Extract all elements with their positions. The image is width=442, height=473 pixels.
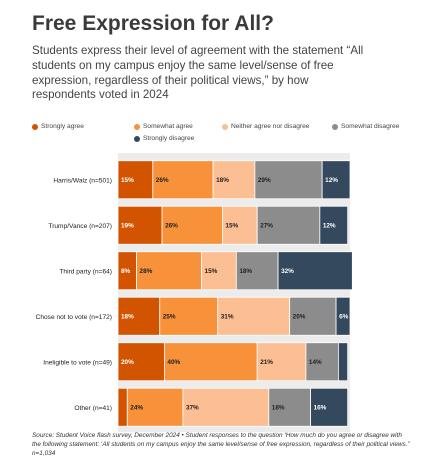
- data-label: 6%: [339, 314, 349, 321]
- data-label: 15%: [121, 177, 134, 184]
- bar-segment: [305, 342, 339, 382]
- bar-segment: [163, 342, 258, 382]
- category-label: Trump/Vance (n=207): [48, 223, 112, 230]
- category-label: Third party (n=64): [59, 268, 112, 275]
- bar-segment: [337, 342, 349, 382]
- legend-label: Strongly disagree: [143, 135, 195, 142]
- legend-item: Strongly agree: [32, 123, 84, 130]
- bar-segment: [136, 251, 202, 291]
- data-label: 26%: [156, 177, 169, 184]
- legend-label: Strongly agree: [41, 123, 84, 130]
- plot-background: [118, 153, 350, 432]
- legend-swatch: [222, 123, 228, 130]
- bar-segment: [117, 342, 165, 382]
- bar-segment: [277, 251, 353, 291]
- bar-segment: [310, 387, 349, 427]
- bar-segment: [335, 296, 351, 336]
- legend-swatch: [32, 123, 38, 130]
- data-label: 26%: [165, 223, 178, 230]
- data-label: 15%: [225, 223, 238, 230]
- bar-segment: [117, 205, 163, 245]
- bar-segment: [152, 160, 214, 200]
- bar-segment: [254, 160, 323, 200]
- data-label: 8%: [121, 268, 131, 275]
- legend-item: Somewhat disagree: [332, 123, 399, 130]
- category-label: Other (n=41): [74, 405, 112, 412]
- data-label: 29%: [258, 177, 271, 184]
- data-label: 18%: [216, 177, 229, 184]
- data-label: 37%: [186, 405, 199, 412]
- bar-segment: [256, 205, 321, 245]
- data-label: 40%: [167, 359, 180, 366]
- legend-item: Strongly disagree: [134, 135, 194, 142]
- data-label: 24%: [130, 405, 143, 412]
- data-label: 15%: [205, 268, 218, 275]
- data-label: 18%: [272, 405, 285, 412]
- data-label: 18%: [239, 268, 252, 275]
- source-note: Source: Student Voice flash survey, Dece…: [32, 432, 410, 457]
- bar-segment: [212, 160, 256, 200]
- bar-segment: [321, 160, 351, 200]
- bar-segment: [117, 387, 128, 427]
- bar-segment: [268, 387, 311, 427]
- legend-item: Neither agree nor disagree: [222, 123, 309, 130]
- bar-segment: [217, 296, 291, 336]
- data-label: 21%: [260, 359, 273, 366]
- data-label: 20%: [121, 359, 134, 366]
- chart-subtitle: Students express their level of agreemen…: [32, 44, 364, 102]
- data-label: 20%: [293, 314, 306, 321]
- data-label: 16%: [314, 405, 327, 412]
- legend-label: Somewhat disagree: [341, 123, 400, 130]
- legend-swatch: [332, 123, 338, 130]
- legend-label: Neither agree nor disagree: [231, 123, 310, 130]
- data-label: 28%: [140, 268, 153, 275]
- data-label: 19%: [121, 223, 134, 230]
- data-label: 14%: [309, 359, 322, 366]
- bar-segment: [159, 296, 219, 336]
- bar-segment: [319, 205, 349, 245]
- bar-segment: [182, 387, 270, 427]
- bar-segment: [117, 296, 161, 336]
- bar-segment: [221, 205, 258, 245]
- category-label: Chose not to vote (n=172): [36, 314, 112, 321]
- data-label: 32%: [281, 268, 294, 275]
- legend-swatch: [134, 135, 140, 142]
- data-label: 12%: [325, 177, 338, 184]
- data-label: 12%: [323, 223, 336, 230]
- legend-swatch: [134, 123, 140, 130]
- bar-segment: [235, 251, 279, 291]
- data-label: 31%: [221, 314, 234, 321]
- data-label: 18%: [121, 314, 134, 321]
- data-label: 27%: [260, 223, 273, 230]
- chart-title: Free Expression for All?: [32, 12, 274, 35]
- bar-segment: [161, 205, 223, 245]
- data-label: 25%: [163, 314, 176, 321]
- category-label: Ineligible to vote (n=49): [43, 359, 112, 366]
- legend-label: Somewhat agree: [143, 123, 193, 130]
- category-label: Harris/Walz (n=501): [53, 177, 112, 184]
- legend-item: Somewhat agree: [134, 123, 193, 130]
